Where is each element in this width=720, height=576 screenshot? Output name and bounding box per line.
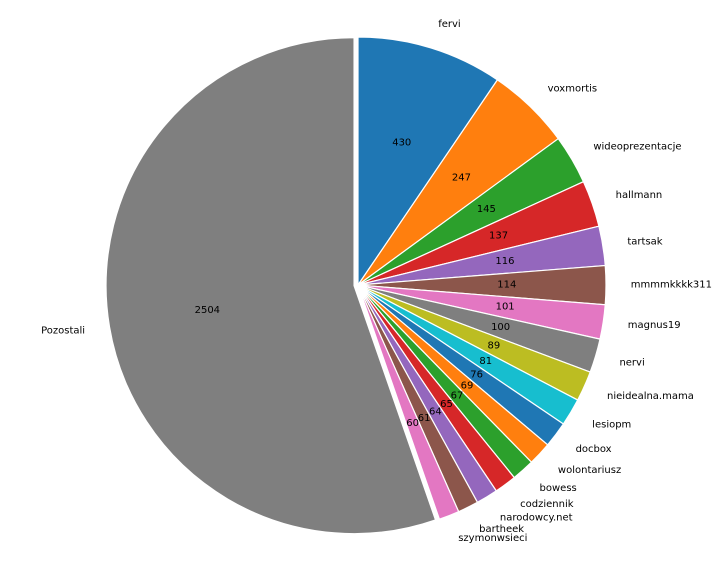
pie-value-label-szymonwsieci: 60 xyxy=(406,418,419,429)
pie-value-label-hallmann: 137 xyxy=(489,231,508,242)
pie-value-labels: 430 247 145 137 116 114 101 100 89 81 766967656461… xyxy=(195,137,517,429)
pie-value-label-tartsak: 116 xyxy=(495,256,514,267)
pie-value-label-nervi: 100 xyxy=(491,322,510,333)
pie-value-label-pozostali: 2504 xyxy=(195,305,220,316)
pie-category-label-bowess: bowess xyxy=(540,483,577,494)
pie-value-label-magnus19: 101 xyxy=(496,302,515,313)
pie-value-label-fervi: 430 xyxy=(392,137,411,148)
pie-slice-pozostali xyxy=(105,37,437,535)
pie-value-label-voxmortis: 247 xyxy=(452,173,471,184)
pie-value-label-wideoprezentacje: 145 xyxy=(477,204,496,215)
pie-value-label-lesiopm: 81 xyxy=(479,356,492,367)
pie-category-label-szymonwsieci: szymonwsieci xyxy=(458,533,527,544)
pie-category-label-nervi: nervi xyxy=(619,357,644,368)
pie-category-label-fervi: fervi xyxy=(438,19,460,30)
pie-category-label-pozostali: Pozostali xyxy=(41,326,85,337)
pie-category-label-bartheek: bartheek xyxy=(479,524,524,535)
pie-value-label-mmmmkkkk311: 114 xyxy=(497,280,516,291)
pie-value-label-bowess: 67 xyxy=(451,391,464,402)
pie-category-label-lesiopm: lesiopm xyxy=(592,419,631,430)
pie-category-label-mmmmkkkk311: mmmmkkkk311 xyxy=(631,280,712,291)
pie-category-label-hallmann: hallmann xyxy=(616,190,663,201)
pie-category-label-voxmortis: voxmortis xyxy=(548,83,598,94)
pie-category-labels: fervi voxmortis wideoprezentacje hallmann ta… xyxy=(41,19,712,544)
pie-category-label-nieidealna-mama: nieidealna.mama xyxy=(607,391,694,402)
pie-category-label-wideoprezentacje: wideoprezentacje xyxy=(593,142,681,153)
pie-value-label-nieidealna-mama: 89 xyxy=(487,340,500,351)
pie-category-label-codziennik: codziennik xyxy=(520,499,574,510)
pie-value-label-docbox: 76 xyxy=(470,369,483,380)
pie-slices xyxy=(105,36,607,535)
pie-value-label-wolontariusz: 69 xyxy=(461,381,474,392)
pie-value-label-codziennik: 65 xyxy=(440,399,453,410)
pie-category-label-tartsak: tartsak xyxy=(627,236,662,247)
pie-category-label-narodowcy-net: narodowcy.net xyxy=(500,513,573,524)
pie-category-label-docbox: docbox xyxy=(576,444,612,455)
pie-slice-szymonwsieci xyxy=(357,284,460,521)
pie-value-label-bartheek: 61 xyxy=(418,413,431,424)
pie-category-label-wolontariusz: wolontariusz xyxy=(558,465,621,476)
pie-slice-fervi xyxy=(357,36,499,287)
pie-value-label-narodowcy-net: 64 xyxy=(429,407,442,418)
pie-category-label-magnus19: magnus19 xyxy=(628,320,681,331)
